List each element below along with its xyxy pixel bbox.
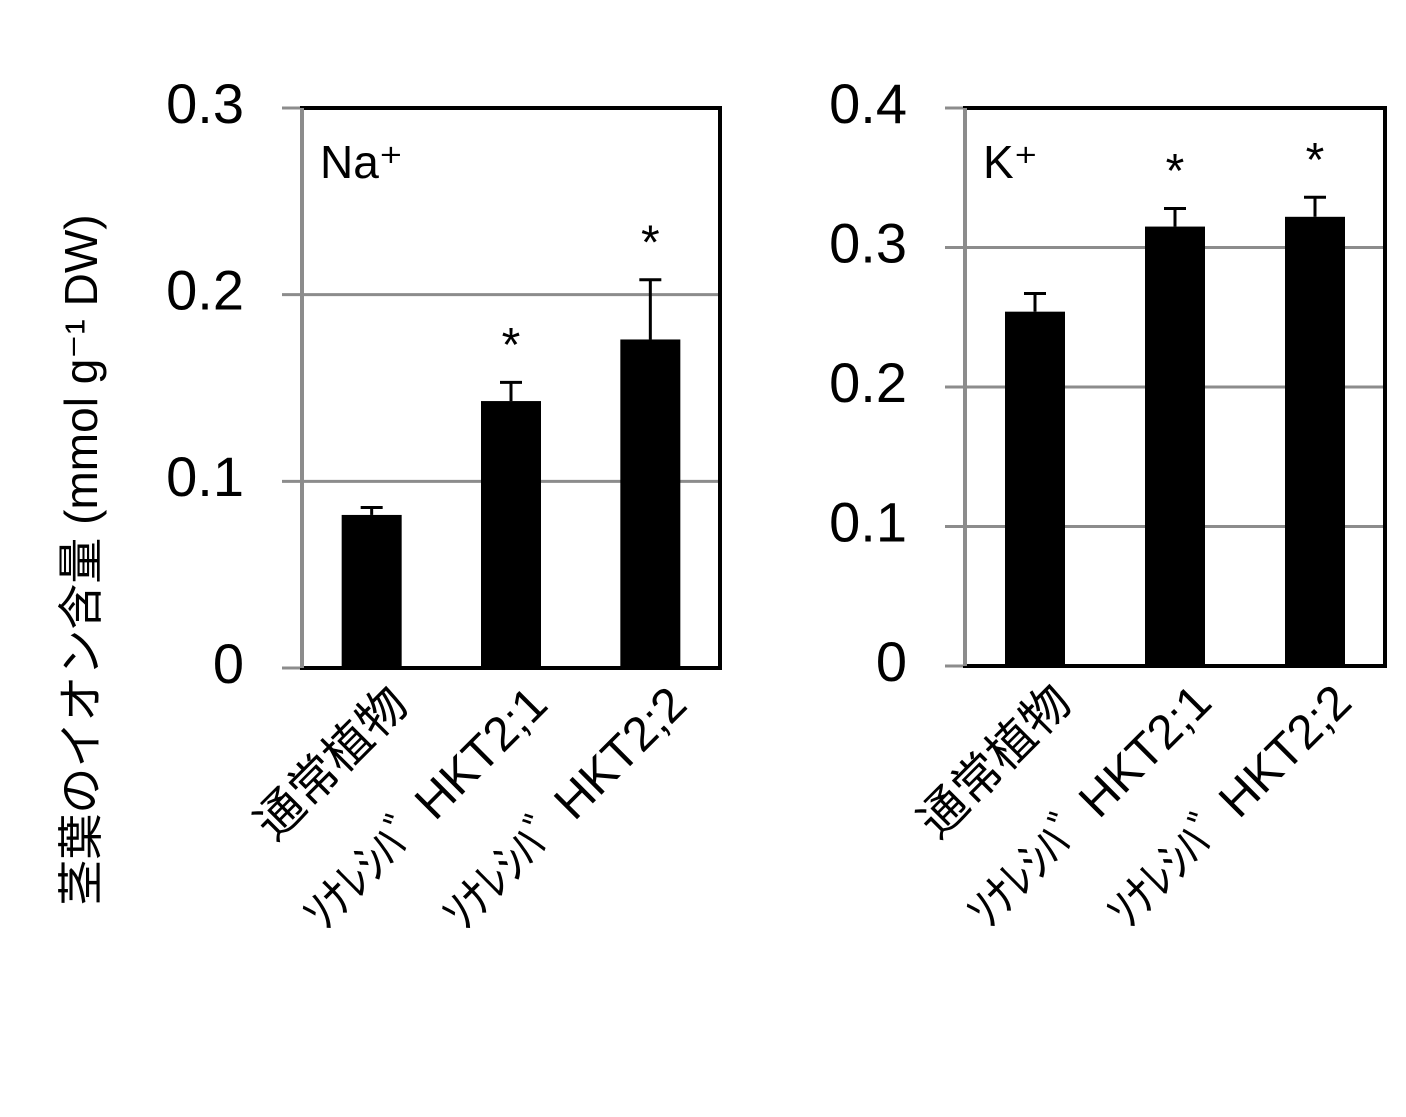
bar: [341, 514, 402, 668]
y-tick-label: 0.3: [166, 72, 244, 135]
significance-mark: *: [1166, 145, 1185, 198]
x-tick-label: ｿﾅﾚｼﾊﾞ HKT2;2: [433, 677, 697, 941]
y-tick-label: 0.3: [829, 211, 907, 274]
y-tick-label: 0.2: [829, 351, 907, 414]
bar: [481, 401, 541, 668]
y-tick-label: 0.1: [166, 445, 244, 508]
y-axis-label: 茎葉のイオン含量 (mmol g⁻¹ DW): [55, 214, 107, 905]
bar: [620, 339, 681, 668]
y-tick-label: 0: [876, 630, 907, 693]
y-tick-label: 0: [213, 632, 244, 695]
significance-mark: *: [1306, 134, 1325, 187]
y-tick-label: 0.2: [166, 258, 244, 321]
bar: [1285, 216, 1345, 666]
bar: [1145, 226, 1205, 666]
significance-mark: *: [502, 319, 521, 372]
x-tick-label: ｿﾅﾚｼﾊﾞ HKT2;1: [294, 677, 558, 941]
panel-label: K⁺: [983, 136, 1038, 188]
significance-mark: *: [641, 216, 660, 269]
x-tick-label: ｿﾅﾚｼﾊﾞ HKT2;2: [1098, 675, 1362, 939]
bar: [1005, 311, 1065, 666]
y-tick-label: 0.1: [829, 490, 907, 553]
panel-label: Na⁺: [320, 136, 403, 188]
x-tick-label: ｿﾅﾚｼﾊﾞ HKT2;1: [958, 675, 1222, 939]
y-tick-label: 0.4: [829, 72, 907, 135]
